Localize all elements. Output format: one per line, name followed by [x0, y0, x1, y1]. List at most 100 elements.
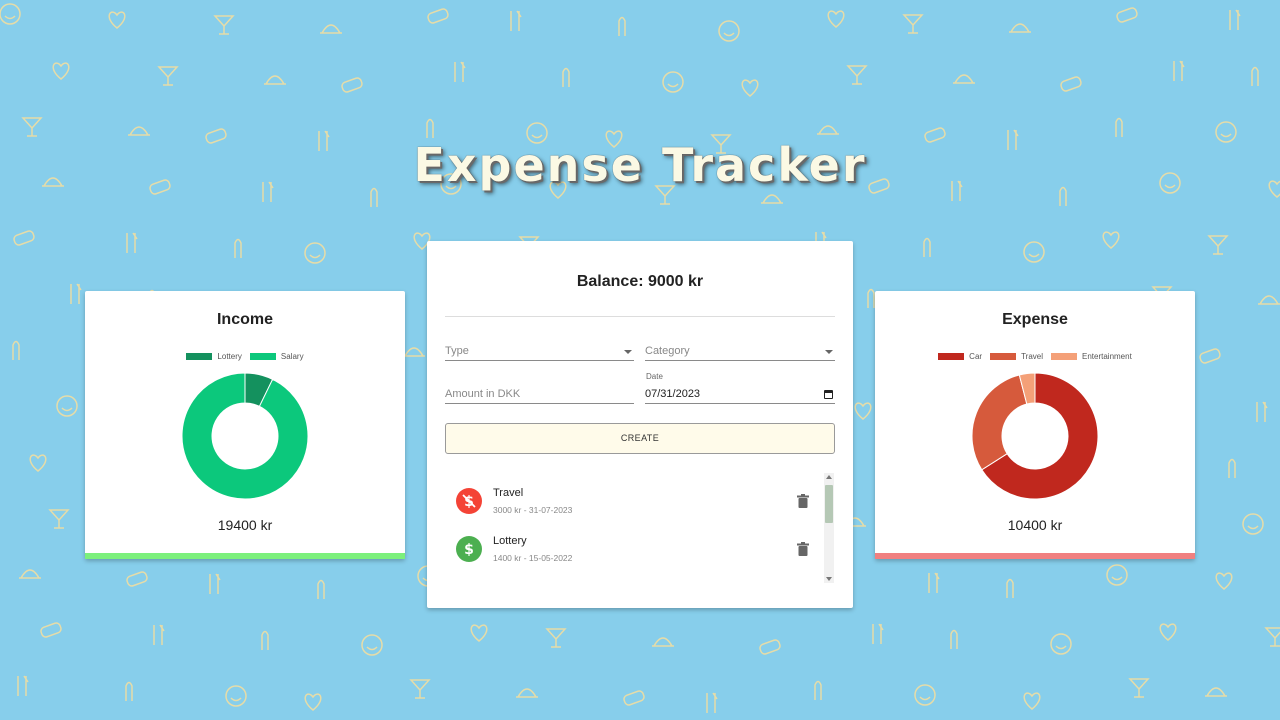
cocktail-icon [213, 15, 235, 35]
teapot-icon [264, 75, 286, 85]
popsicle-icon [618, 16, 626, 36]
cutlery-icon [17, 675, 29, 696]
transaction-list: $ Travel 3000 kr - 31-07-2023 $ Lottery … [445, 473, 835, 583]
date-input[interactable]: 07/31/2023 [645, 384, 835, 404]
divider [445, 316, 835, 317]
cocktail-icon [1207, 235, 1229, 255]
donut-slice-car[interactable] [981, 372, 1099, 500]
heart-icon [549, 181, 567, 199]
smiley-icon [1215, 121, 1237, 143]
income-card: Income Lottery Salary 19400 kr [85, 291, 405, 559]
sandwich-icon [868, 178, 890, 194]
scroll-down-icon[interactable] [826, 577, 832, 581]
transaction-form-card: Balance: 9000 kr Type Category Amount in… [427, 241, 853, 608]
teapot-icon [19, 569, 41, 579]
popsicle-icon [1006, 578, 1014, 598]
legend-item-car[interactable]: Car [938, 352, 982, 361]
date-value: 07/31/2023 [645, 388, 701, 400]
transaction-detail: 3000 kr - 31-07-2023 [493, 505, 573, 515]
amount-input[interactable]: Amount in DKK [445, 384, 634, 404]
smiley-icon [304, 242, 326, 264]
smiley-icon [56, 395, 78, 417]
heart-icon [1023, 692, 1041, 710]
sandwich-icon [1116, 7, 1138, 23]
sandwich-icon [40, 622, 62, 638]
income-donut-chart [181, 372, 309, 500]
heart-icon [741, 79, 759, 97]
teapot-icon [1258, 295, 1280, 305]
smiley-icon [1106, 564, 1128, 586]
teapot-icon [817, 125, 839, 135]
popsicle-icon [1115, 117, 1123, 137]
donut-slice-entertainment[interactable] [1018, 372, 1036, 405]
cutlery-icon [872, 623, 884, 644]
type-placeholder: Type [445, 345, 469, 357]
type-select[interactable]: Type [445, 341, 634, 361]
cutlery-icon [454, 61, 466, 82]
trash-icon[interactable] [797, 494, 809, 508]
create-button[interactable]: CREATE [445, 423, 835, 454]
cutlery-icon [1173, 60, 1185, 81]
balance-text: Balance: 9000 kr [576, 273, 704, 290]
category-placeholder: Category [645, 345, 690, 357]
popsicle-icon [370, 187, 378, 207]
legend-label: Lottery [217, 352, 242, 361]
list-item[interactable]: $ Travel 3000 kr - 31-07-2023 [445, 481, 825, 521]
smiley-icon [718, 20, 740, 42]
sandwich-icon [205, 128, 227, 144]
cocktail-icon [902, 14, 924, 34]
heart-icon [304, 693, 322, 711]
cutlery-icon [70, 283, 82, 304]
smiley-icon [1242, 513, 1264, 535]
teapot-icon [761, 194, 783, 204]
smiley-icon [225, 685, 247, 707]
legend-swatch [990, 353, 1017, 360]
teapot-icon [953, 74, 975, 84]
cocktail-icon [654, 185, 676, 205]
heart-icon [52, 62, 70, 80]
donut-slice-salary[interactable] [181, 372, 309, 500]
income-legend: Lottery Salary [85, 352, 405, 361]
teapot-icon [516, 688, 538, 698]
smiley-icon [1159, 172, 1181, 194]
heart-icon [1268, 180, 1280, 198]
legend-item-lottery[interactable]: Lottery [186, 352, 242, 361]
smiley-icon [1023, 241, 1045, 263]
trash-icon[interactable] [797, 542, 809, 556]
donut-slice-travel[interactable] [971, 374, 1028, 471]
heart-icon [854, 402, 872, 420]
teapot-icon [42, 177, 64, 187]
teapot-icon [128, 126, 150, 136]
teapot-icon [1009, 23, 1031, 33]
popsicle-icon [12, 340, 20, 360]
dollar-off-icon: $ [456, 488, 482, 514]
sandwich-icon [149, 179, 171, 195]
transaction-name: Lottery [493, 535, 527, 547]
popsicle-icon [814, 680, 822, 700]
legend-label: Entertainment [1082, 352, 1132, 361]
legend-label: Car [969, 352, 983, 361]
cutlery-icon [1007, 129, 1019, 150]
popsicle-icon [562, 67, 570, 87]
cutlery-icon [126, 232, 138, 253]
income-color-bar [85, 553, 405, 559]
expense-color-bar [875, 553, 1195, 559]
legend-label: Travel [1021, 352, 1043, 361]
cutlery-icon [928, 572, 940, 593]
scroll-up-icon[interactable] [826, 475, 832, 479]
cocktail-icon [48, 509, 70, 529]
legend-item-salary[interactable]: Salary [249, 352, 304, 361]
legend-item-entertainment[interactable]: Entertainment [1051, 352, 1132, 361]
transaction-scrollbar[interactable] [824, 473, 834, 583]
scrollbar-thumb[interactable] [825, 485, 833, 523]
expense-title: Expense [1002, 311, 1068, 328]
legend-item-travel[interactable]: Travel [990, 352, 1043, 361]
category-select[interactable]: Category [645, 341, 835, 361]
calendar-icon[interactable] [824, 390, 833, 399]
chevron-down-icon [624, 350, 632, 354]
popsicle-icon [125, 681, 133, 701]
list-item[interactable]: $ Lottery 1400 kr - 15-05-2022 [445, 529, 825, 569]
cocktail-icon [710, 134, 732, 154]
teapot-icon [652, 637, 674, 647]
popsicle-icon [867, 288, 875, 308]
